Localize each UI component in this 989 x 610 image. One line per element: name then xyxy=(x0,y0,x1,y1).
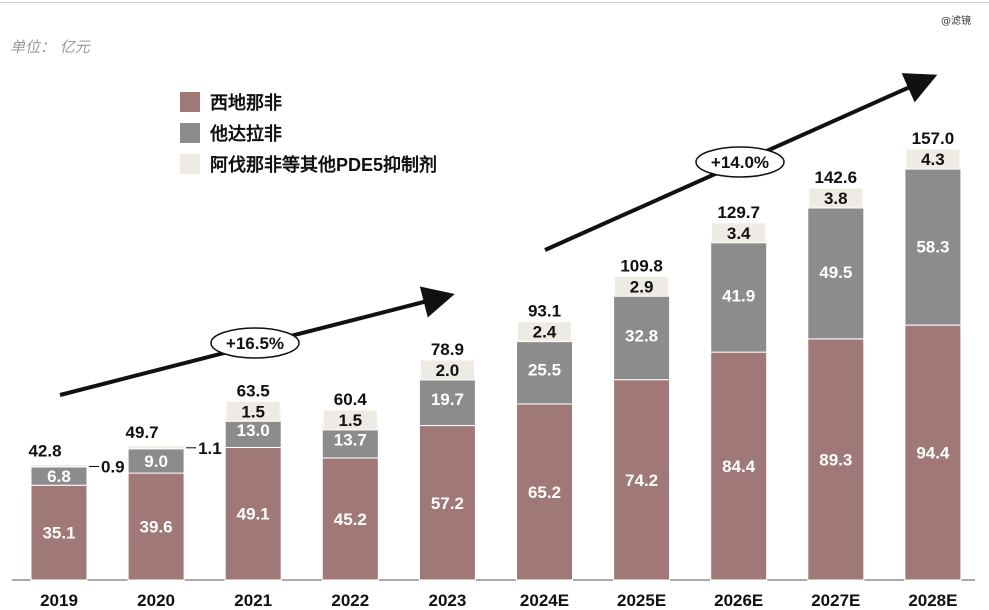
segment-label: 1.5 xyxy=(241,402,265,421)
bar-segment-3 xyxy=(127,445,185,450)
bar-segment-2 xyxy=(710,238,768,353)
total-label: 78.9 xyxy=(431,340,464,359)
segment-label: 4.3 xyxy=(921,150,945,169)
bar-segment-3 xyxy=(30,463,88,468)
x-tick-label: 2027E xyxy=(811,591,860,610)
legend-label: 他达拉非 xyxy=(209,123,282,144)
x-tick-label: 2020 xyxy=(137,591,175,610)
segment-label: 74.2 xyxy=(625,471,658,490)
x-tick-label: 2028E xyxy=(908,591,957,610)
legend-swatch xyxy=(180,123,200,143)
total-label: 129.7 xyxy=(717,203,760,222)
growth-annotation-label: +14.0% xyxy=(711,153,769,172)
x-tick-label: 2024E xyxy=(520,591,569,610)
total-label: 109.8 xyxy=(620,256,663,275)
total-label: 157.0 xyxy=(912,129,955,148)
segment-label: 49.1 xyxy=(237,505,270,524)
segment-label-box xyxy=(711,222,767,244)
total-label: 93.1 xyxy=(528,302,561,321)
segment-label: 2.0 xyxy=(436,361,460,380)
bar-segment-2 xyxy=(613,290,671,381)
total-label: 42.8 xyxy=(28,441,61,460)
top-rule xyxy=(0,2,989,3)
segment-label: 25.5 xyxy=(528,361,561,380)
bar-segment-1 xyxy=(418,425,476,581)
bar-segment-2 xyxy=(807,204,865,340)
segment-label: 0.9 xyxy=(101,457,125,476)
growth-annotation-ellipse xyxy=(210,327,300,359)
segment-label: 35.1 xyxy=(42,524,75,543)
total-label: 142.6 xyxy=(815,168,858,187)
segment-label: 3.8 xyxy=(824,189,848,208)
segment-label-box xyxy=(905,148,961,170)
total-label: 63.5 xyxy=(237,381,270,400)
bar-segment-2 xyxy=(904,167,962,326)
segment-label: 84.4 xyxy=(722,457,756,476)
segment-label-box xyxy=(419,359,475,381)
bar-segment-1 xyxy=(30,484,88,581)
segment-label: 13.0 xyxy=(237,421,270,440)
segment-label: 2.4 xyxy=(533,323,557,342)
x-tick-label: 2019 xyxy=(40,591,78,610)
segment-label: 94.4 xyxy=(916,444,950,463)
legend-label: 阿伐那非等其他PDE5抑制剂 xyxy=(210,154,437,175)
segment-label: 65.2 xyxy=(528,483,561,502)
bar-segment-1 xyxy=(516,403,573,581)
segment-label-box xyxy=(614,275,670,297)
growth-annotation-ellipse xyxy=(695,146,785,178)
segment-label: 39.6 xyxy=(140,518,173,537)
bar-segment-1 xyxy=(613,379,671,581)
segment-label-box xyxy=(517,321,572,343)
total-label: 49.7 xyxy=(126,423,159,442)
segment-label: 3.4 xyxy=(727,224,751,243)
segment-label: 1.5 xyxy=(338,411,362,430)
legend-swatch xyxy=(180,92,200,112)
segment-label: 6.8 xyxy=(47,467,71,486)
legend-label: 西地那非 xyxy=(210,92,282,113)
growth-annotation-label: +16.5% xyxy=(226,334,284,353)
segment-label: 19.7 xyxy=(431,390,464,409)
segment-label: 57.2 xyxy=(431,494,464,513)
segment-label: 45.2 xyxy=(334,510,367,529)
x-tick-label: 2021 xyxy=(234,591,272,610)
segment-label: 1.1 xyxy=(198,439,222,458)
bar-segment-1 xyxy=(807,338,865,581)
segment-label: 13.7 xyxy=(334,430,367,449)
x-tick-label: 2026E xyxy=(714,591,763,610)
unit-label: 单位： 亿元 xyxy=(10,38,90,56)
segment-label: 2.9 xyxy=(630,277,654,296)
watermark: @滤镜 xyxy=(941,16,971,27)
bar-segment-1 xyxy=(904,324,962,581)
segment-label-box xyxy=(322,409,378,431)
bar-segment-1 xyxy=(127,472,185,581)
x-tick-label: 2025E xyxy=(617,591,666,610)
x-tick-label: 2023 xyxy=(428,591,466,610)
segment-label-box xyxy=(225,400,281,422)
x-tick-label: 2022 xyxy=(331,591,369,610)
segment-label: 41.9 xyxy=(722,287,755,306)
bar-segment-1 xyxy=(224,446,282,581)
bar-segment-2 xyxy=(418,371,476,427)
segment-label: 9.0 xyxy=(144,452,168,471)
segment-label: 58.3 xyxy=(916,237,949,256)
segment-label-box xyxy=(808,187,864,209)
total-label: 60.4 xyxy=(334,390,368,409)
legend-swatch xyxy=(180,154,200,174)
segment-label: 49.5 xyxy=(819,263,852,282)
segment-label: 89.3 xyxy=(819,450,852,469)
segment-label: 32.8 xyxy=(625,326,658,345)
bar-segment-1 xyxy=(321,457,379,581)
